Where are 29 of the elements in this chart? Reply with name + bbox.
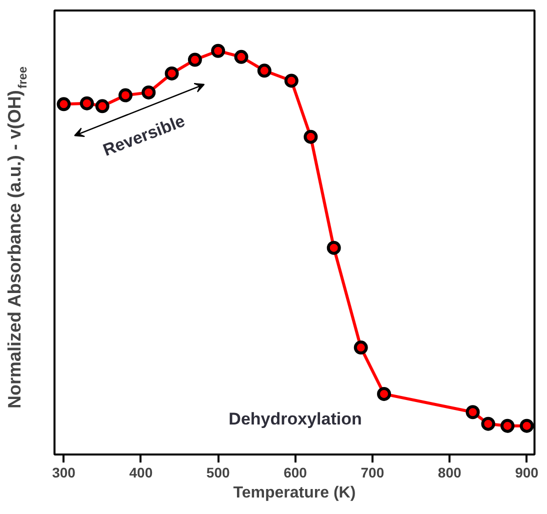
- point: [164, 66, 179, 80]
- x-tick-label: 300: [52, 464, 76, 480]
- point: [481, 416, 496, 431]
- x-tick-label: 900: [515, 464, 539, 480]
- point: [142, 85, 156, 100]
- point: [188, 52, 202, 67]
- point: [234, 50, 248, 64]
- point: [466, 405, 480, 420]
- x-tick-label: 400: [129, 464, 153, 480]
- point: [284, 74, 298, 88]
- y-axis-title: Normalized Absorbance (a.u.) - v(OH)free: [4, 66, 30, 409]
- x-tick-label: 500: [206, 464, 230, 480]
- x-axis-title: Temperature (K): [233, 484, 356, 502]
- point: [118, 88, 132, 102]
- point: [211, 44, 226, 58]
- point: [56, 97, 71, 112]
- point: [326, 240, 341, 255]
- point: [354, 340, 368, 355]
- point: [377, 386, 392, 401]
- point: [80, 96, 94, 110]
- point: [95, 99, 110, 114]
- point: [257, 64, 272, 78]
- annotation: Dehydroxylation: [228, 409, 362, 428]
- x-tick-label: 700: [360, 464, 384, 480]
- point: [500, 418, 514, 433]
- x-tick-label: 600: [284, 464, 308, 480]
- point: [304, 130, 318, 144]
- point: [520, 418, 534, 433]
- x-tick-label: 800: [438, 464, 462, 480]
